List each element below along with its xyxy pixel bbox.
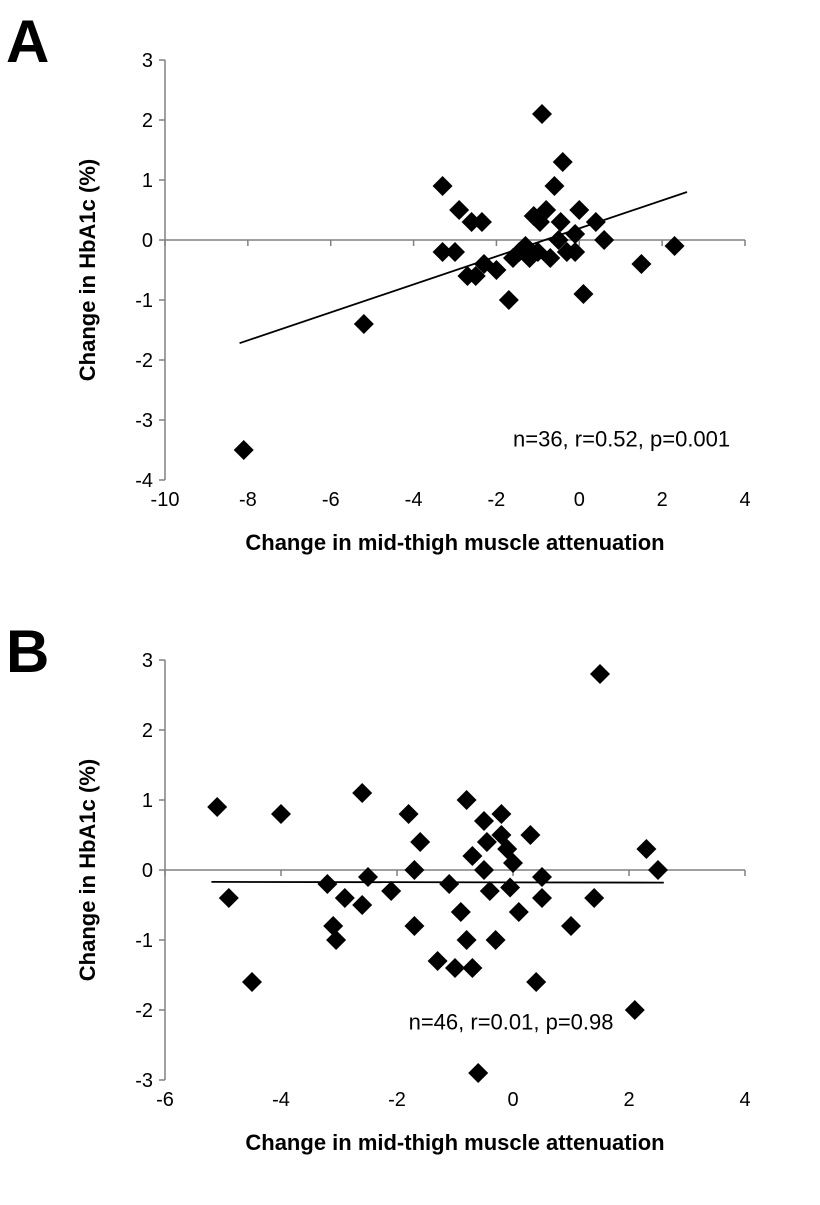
scatter-chart-a: -10-8-6-4-2024-4-3-2-10123Change in mid-…	[60, 30, 800, 580]
data-point	[242, 972, 262, 992]
y-axis-title: Change in HbA1c (%)	[75, 159, 100, 381]
data-point	[219, 888, 239, 908]
data-point	[381, 881, 401, 901]
x-axis-title: Change in mid-thigh muscle attenuation	[245, 530, 664, 555]
data-point	[445, 958, 465, 978]
y-tick-label: -4	[135, 470, 153, 492]
data-point	[584, 888, 604, 908]
x-tick-label: -4	[272, 1089, 290, 1111]
data-point	[326, 930, 346, 950]
y-tick-label: 3	[142, 650, 153, 672]
data-point	[532, 104, 552, 124]
data-point	[586, 212, 606, 232]
y-tick-label: 1	[142, 170, 153, 192]
x-tick-label: -2	[488, 489, 506, 511]
y-tick-label: 0	[142, 230, 153, 252]
data-point	[234, 440, 254, 460]
y-tick-label: -2	[135, 1000, 153, 1022]
data-point	[491, 804, 511, 824]
data-point	[335, 888, 355, 908]
x-tick-label: 4	[739, 1089, 750, 1111]
scatter-chart-b: -6 -4 -2 0 2 4 -3 -2 -1 0 1 2 3 Change in mid-thigh m…	[60, 630, 800, 1190]
data-point	[561, 916, 581, 936]
data-point	[451, 902, 471, 922]
data-point	[404, 916, 424, 936]
data-point	[472, 212, 492, 232]
data-point	[433, 176, 453, 196]
data-point	[445, 242, 465, 262]
data-point	[544, 176, 564, 196]
data-point	[410, 832, 430, 852]
stats-label: n=36, r=0.52, p=0.001	[513, 426, 730, 451]
data-point	[625, 1000, 645, 1020]
x-tick-label: -6	[322, 489, 340, 511]
data-point	[500, 878, 520, 898]
data-point	[590, 664, 610, 684]
data-point	[631, 254, 651, 274]
data-point	[594, 230, 614, 250]
y-tick-label: 1	[142, 790, 153, 812]
data-point	[499, 290, 519, 310]
x-tick-label: -10	[151, 489, 180, 511]
y-axis-title: Change in HbA1c (%)	[75, 759, 100, 981]
x-axis-title: Change in mid-thigh muscle attenuation	[245, 1130, 664, 1155]
x-tick-label: -2	[388, 1089, 406, 1111]
data-point	[428, 951, 448, 971]
x-tick-label: 4	[739, 489, 750, 511]
y-tick-label: -1	[135, 930, 153, 952]
data-point	[553, 152, 573, 172]
data-point	[457, 790, 477, 810]
figure-container: A B -10-8-6-4-2024-4-3-2-10123Change in …	[0, 0, 820, 1205]
data-point	[648, 860, 668, 880]
data-point	[569, 200, 589, 220]
x-tick-label: 2	[623, 1089, 634, 1111]
data-point	[636, 839, 656, 859]
trendline	[211, 882, 663, 883]
x-tick-label: 0	[507, 1089, 518, 1111]
x-tick-label: 0	[574, 489, 585, 511]
y-tick-label: 3	[142, 50, 153, 72]
data-point	[551, 212, 571, 232]
y-tick-label: -3	[135, 1070, 153, 1092]
data-point	[462, 958, 482, 978]
data-point	[532, 888, 552, 908]
data-point	[462, 846, 482, 866]
data-point	[474, 811, 494, 831]
data-point	[399, 804, 419, 824]
x-tick-label: 2	[657, 489, 668, 511]
x-tick-label: -8	[239, 489, 257, 511]
data-point	[352, 783, 372, 803]
y-tick-label: -2	[135, 350, 153, 372]
data-point	[480, 881, 500, 901]
data-point	[526, 972, 546, 992]
y-tick-label: -1	[135, 290, 153, 312]
x-tick-label: -4	[405, 489, 423, 511]
y-tick-label: 2	[142, 110, 153, 132]
y-tick-label: -3	[135, 410, 153, 432]
data-point	[457, 930, 477, 950]
data-point	[439, 874, 459, 894]
y-tick-label: 0	[142, 860, 153, 882]
data-point	[474, 860, 494, 880]
data-point	[449, 200, 469, 220]
panel-label-b: B	[6, 617, 49, 686]
panel-label-a: A	[6, 7, 49, 76]
data-point	[520, 825, 540, 845]
data-point	[354, 314, 374, 334]
stats-label: n=46, r=0.01, p=0.98	[409, 1010, 614, 1035]
data-point	[317, 874, 337, 894]
data-point	[468, 1063, 488, 1083]
data-point	[486, 930, 506, 950]
y-tick-label: 2	[142, 720, 153, 742]
data-point	[509, 902, 529, 922]
data-point	[207, 797, 227, 817]
data-point	[573, 284, 593, 304]
data-point	[271, 804, 291, 824]
data-point	[352, 895, 372, 915]
data-point	[665, 236, 685, 256]
x-tick-label: -6	[156, 1089, 174, 1111]
data-point	[404, 860, 424, 880]
